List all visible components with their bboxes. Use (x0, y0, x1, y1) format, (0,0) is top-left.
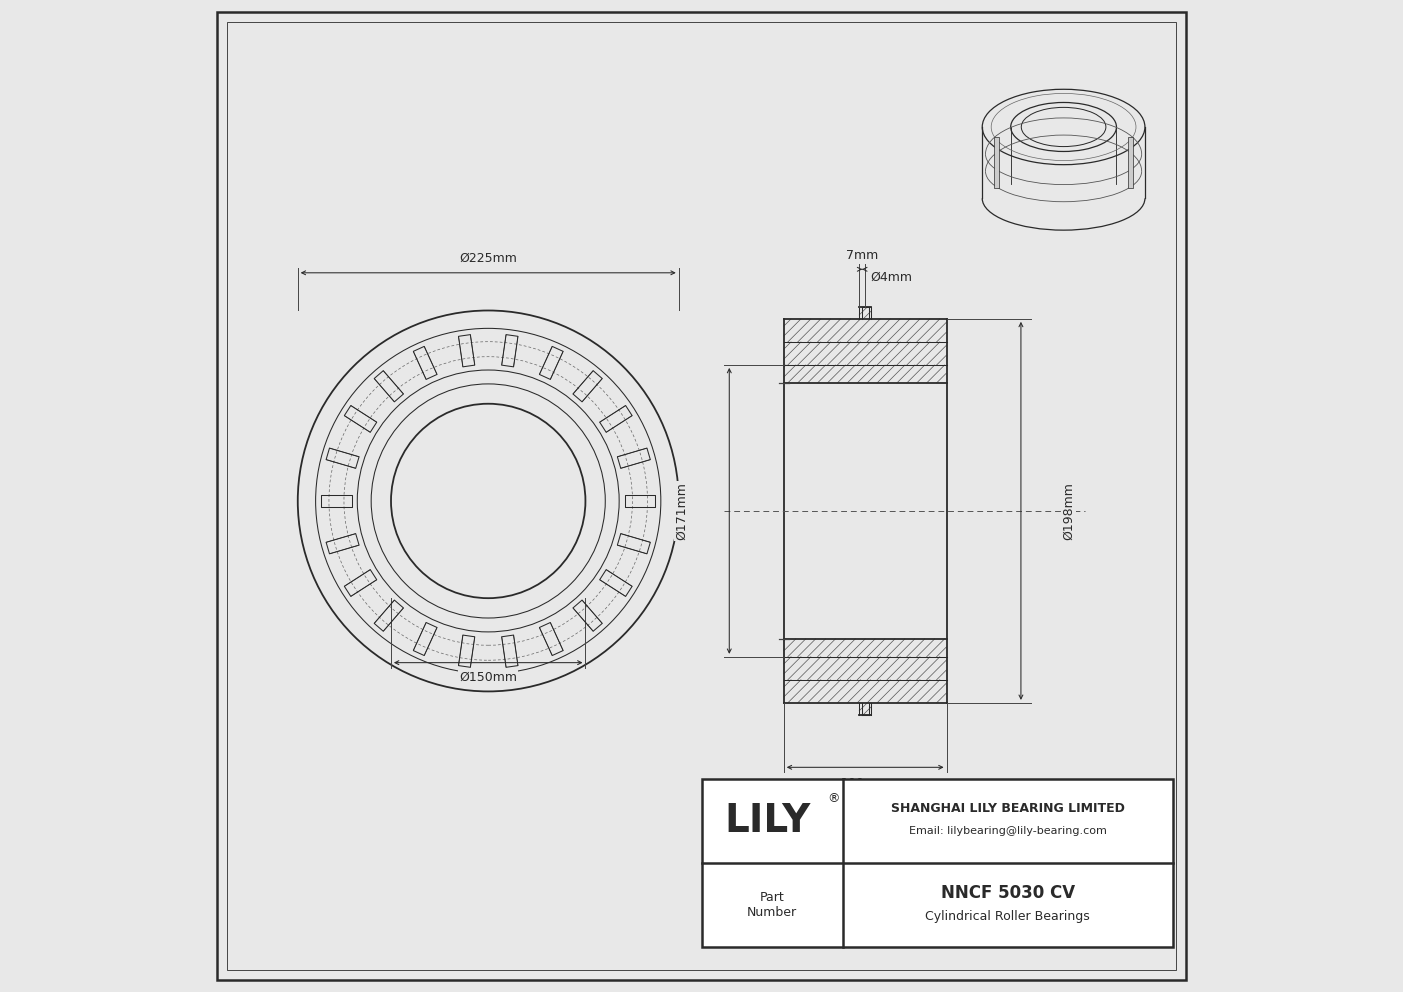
Text: LILY: LILY (724, 802, 811, 840)
Text: Part
Number: Part Number (748, 891, 797, 920)
Text: NNCF 5030 CV: NNCF 5030 CV (941, 884, 1075, 903)
Text: Ø150mm: Ø150mm (459, 671, 518, 684)
Text: Ø4mm: Ø4mm (870, 270, 912, 284)
Text: 7mm: 7mm (846, 249, 878, 262)
Text: Ø198mm: Ø198mm (1062, 482, 1075, 540)
Polygon shape (993, 137, 999, 188)
Text: 100mm: 100mm (842, 777, 890, 790)
Bar (702, 779, 1173, 947)
Text: Cylindrical Roller Bearings: Cylindrical Roller Bearings (926, 910, 1090, 923)
Polygon shape (1128, 137, 1134, 188)
Text: ®: ® (828, 792, 840, 805)
Text: Ø171mm: Ø171mm (675, 482, 687, 540)
Text: SHANGHAI LILY BEARING LIMITED: SHANGHAI LILY BEARING LIMITED (891, 803, 1125, 815)
Text: Email: lilybearing@lily-bearing.com: Email: lilybearing@lily-bearing.com (909, 825, 1107, 836)
Text: Ø225mm: Ø225mm (459, 251, 518, 265)
